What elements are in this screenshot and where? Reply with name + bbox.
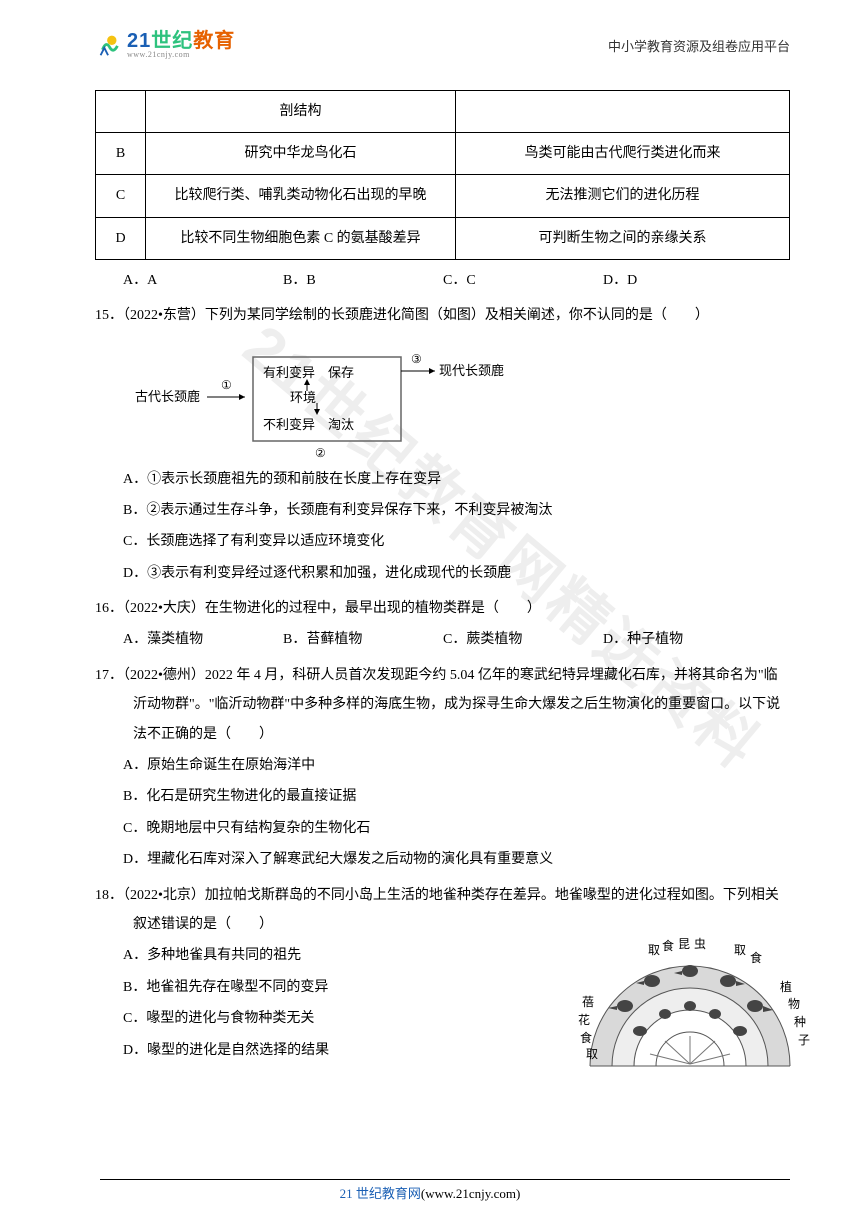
table-row: B 研究中华龙鸟化石 鸟类可能由古代爬行类进化而来	[96, 133, 790, 175]
option-b: B．苔藓植物	[283, 625, 443, 654]
option-d: D．D	[603, 266, 763, 295]
d-mid: 环境	[290, 390, 316, 405]
q16-options: A．藻类植物 B．苔藓植物 C．蕨类植物 D．种子植物	[123, 625, 790, 654]
svg-text:食: 食	[662, 938, 674, 953]
cell: 比较不同生物细胞色素 C 的氨基酸差异	[146, 217, 456, 259]
q16-stem: 16．（2022•大庆）在生物进化的过程中，最早出现的植物类群是（ ）	[95, 594, 790, 623]
footer: 21 世纪教育网(www.21cnjy.com)	[0, 1183, 860, 1202]
q15-b: B．②表示通过生存斗争，长颈鹿有利变异保存下来，不利变异被淘汰	[95, 496, 790, 525]
table-row: C 比较爬行类、哺乳类动物化石出现的早晚 无法推测它们的进化历程	[96, 175, 790, 217]
d-right: 现代长颈鹿	[439, 363, 504, 378]
table-row: 剖结构	[96, 91, 790, 133]
svg-text:取: 取	[734, 943, 746, 957]
footer-url: (www.21cnjy.com)	[421, 1186, 520, 1201]
svg-text:花: 花	[578, 1012, 590, 1027]
logo: 21世纪教育 www.21cnjy.com	[95, 31, 235, 59]
option-b: B．B	[283, 266, 443, 295]
logo-url: www.21cnjy.com	[127, 51, 235, 59]
option-a: A．藻类植物	[123, 625, 283, 654]
page-header: 21世纪教育 www.21cnjy.com 中小学教育资源及组卷应用平台	[0, 0, 860, 70]
header-subtitle: 中小学教育资源及组卷应用平台	[608, 36, 790, 55]
options-14: A．A B．B C．C D．D	[123, 266, 790, 295]
cell	[96, 91, 146, 133]
d-n2: ②	[315, 446, 326, 459]
svg-text:食: 食	[580, 1030, 592, 1045]
q18-figure: 取 食 昆 虫 取 食 植 物 种 子 蓓 花 食 取	[570, 936, 810, 1076]
q15-d: D．③表示有利变异经过逐代积累和加强，进化成现代的长颈鹿	[95, 559, 790, 588]
answer-table: 剖结构 B 研究中华龙鸟化石 鸟类可能由古代爬行类进化而来 C 比较爬行类、哺乳…	[95, 90, 790, 260]
footer-brand: 21 世纪教育网	[340, 1186, 421, 1201]
q15-stem: 15．（2022•东营）下列为某同学绘制的长颈鹿进化简图（如图）及相关阐述，你不…	[95, 301, 790, 330]
d-n1: ①	[221, 378, 232, 392]
d-bot: 不利变异 淘汰	[263, 417, 354, 432]
cell: 比较爬行类、哺乳类动物化石出现的早晚	[146, 175, 456, 217]
logo-part-3: 教育	[193, 30, 235, 52]
cell: B	[96, 133, 146, 175]
q18: 18．（2022•北京）加拉帕戈斯群岛的不同小岛上生活的地雀种类存在差异。地雀喙…	[95, 881, 790, 1065]
q18-stem: 18．（2022•北京）加拉帕戈斯群岛的不同小岛上生活的地雀种类存在差异。地雀喙…	[95, 881, 790, 940]
cell: 研究中华龙鸟化石	[146, 133, 456, 175]
cell: C	[96, 175, 146, 217]
table-row: D 比较不同生物细胞色素 C 的氨基酸差异 可判断生物之间的亲缘关系	[96, 217, 790, 259]
option-c: C．C	[443, 266, 603, 295]
q17-a: A．原始生命诞生在原始海洋中	[95, 751, 790, 780]
svg-text:物: 物	[788, 997, 800, 1011]
svg-text:食: 食	[750, 950, 762, 965]
cell	[456, 91, 790, 133]
cell: 可判断生物之间的亲缘关系	[456, 217, 790, 259]
cell: 无法推测它们的进化历程	[456, 175, 790, 217]
cell: D	[96, 217, 146, 259]
option-d: D．种子植物	[603, 625, 763, 654]
q17-b: B．化石是研究生物进化的最直接证据	[95, 782, 790, 811]
svg-text:蓓: 蓓	[582, 995, 594, 1009]
logo-text: 21世纪教育 www.21cnjy.com	[127, 31, 235, 59]
logo-part-2: 世纪	[151, 30, 193, 52]
svg-text:虫: 虫	[694, 937, 706, 951]
q15-a: A．①表示长颈鹿祖先的颈和前肢在长度上存在变异	[95, 465, 790, 494]
q15-diagram: 古代长颈鹿 ① 有利变异 保存 环境 不利变异 淘汰 ② ③ 现代长颈鹿	[135, 339, 515, 459]
svg-text:取: 取	[586, 1047, 598, 1061]
svg-text:取: 取	[648, 943, 660, 957]
svg-text:植: 植	[780, 979, 792, 994]
logo-icon	[95, 31, 123, 59]
q17-c: C．晚期地层中只有结构复杂的生物化石	[95, 814, 790, 843]
d-left: 古代长颈鹿	[135, 389, 200, 404]
svg-text:子: 子	[798, 1033, 810, 1047]
d-n3: ③	[411, 352, 422, 366]
q17-stem: 17．（2022•德州）2022 年 4 月，科研人员首次发现距今约 5.04 …	[95, 661, 790, 749]
cell: 鸟类可能由古代爬行类进化而来	[456, 133, 790, 175]
footer-rule	[100, 1179, 790, 1180]
q17-d: D．埋藏化石库对深入了解寒武纪大爆发之后动物的演化具有重要意义	[95, 845, 790, 874]
d-top: 有利变异 保存	[263, 365, 354, 380]
q15-c: C．长颈鹿选择了有利变异以适应环境变化	[95, 527, 790, 556]
logo-part-1: 21	[127, 30, 151, 52]
svg-text:昆: 昆	[678, 937, 690, 951]
option-a: A．A	[123, 266, 283, 295]
svg-text:种: 种	[794, 1015, 806, 1029]
cell: 剖结构	[146, 91, 456, 133]
option-c: C．蕨类植物	[443, 625, 603, 654]
content: 剖结构 B 研究中华龙鸟化石 鸟类可能由古代爬行类进化而来 C 比较爬行类、哺乳…	[0, 70, 860, 1065]
